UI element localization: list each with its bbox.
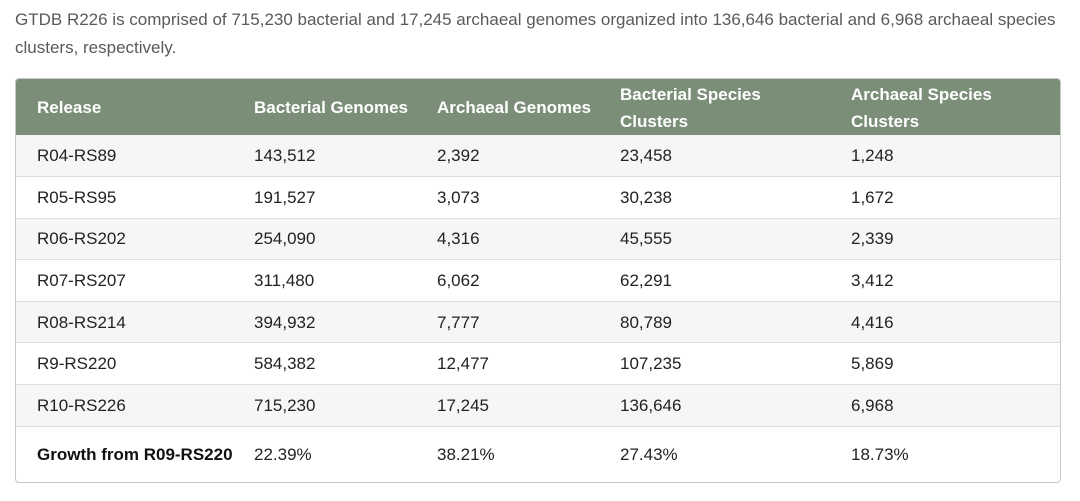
cell-bacterial-species-clusters: 136,646 <box>620 395 682 415</box>
table-row: R9-RS220 584,382 12,477 107,235 5,869 <box>16 342 1060 385</box>
cell-archaeal-genomes: 12,477 <box>437 354 489 374</box>
table-body: R04-RS89 143,512 2,392 23,458 1,248 R05-RS95 1… <box>16 135 1060 482</box>
cell-release: R9-RS220 <box>37 354 117 374</box>
table-row: R06-RS202 254,090 4,316 45,555 2,339 <box>16 218 1060 260</box>
cell-bacterial-species-clusters: 30,238 <box>620 187 672 207</box>
growth-cell-archaeal-genomes: 38.21% <box>437 444 495 464</box>
release-statistics-table: Release Bacterial Genomes Archaeal Genom… <box>15 78 1061 484</box>
cell-release: R10-RS226 <box>37 395 126 415</box>
table-header: Release Bacterial Genomes Archaeal Genom… <box>16 79 1060 135</box>
cell-archaeal-species-clusters: 3,412 <box>851 271 894 291</box>
cell-archaeal-genomes: 7,777 <box>437 312 480 332</box>
header-row: Release Bacterial Genomes Archaeal Genom… <box>16 79 1060 135</box>
table-row: R04-RS89 143,512 2,392 23,458 1,248 <box>16 135 1060 177</box>
header-release: Release <box>37 97 102 117</box>
cell-bacterial-genomes: 584,382 <box>254 354 316 374</box>
cell-bacterial-genomes: 715,230 <box>254 395 316 415</box>
cell-release: R07-RS207 <box>37 271 126 291</box>
cell-archaeal-species-clusters: 6,968 <box>851 395 894 415</box>
cell-bacterial-species-clusters: 107,235 <box>620 354 682 374</box>
cell-release: R05-RS95 <box>37 187 117 207</box>
header-archaeal-species-clusters: Archaeal Species Clusters <box>851 84 992 131</box>
cell-bacterial-genomes: 191,527 <box>254 187 316 207</box>
growth-cell-release: Growth from R09-RS220 <box>37 444 233 464</box>
cell-release: R08-RS214 <box>37 312 126 332</box>
cell-bacterial-species-clusters: 62,291 <box>620 271 672 291</box>
cell-bacterial-species-clusters: 45,555 <box>620 229 672 249</box>
cell-archaeal-genomes: 2,392 <box>437 146 480 166</box>
header-archaeal-genomes: Archaeal Genomes <box>437 98 592 117</box>
cell-archaeal-species-clusters: 5,869 <box>851 354 894 374</box>
cell-bacterial-genomes: 311,480 <box>254 271 315 291</box>
cell-release: R04-RS89 <box>37 146 117 166</box>
cell-bacterial-species-clusters: 80,789 <box>620 312 672 332</box>
cell-archaeal-species-clusters: 2,339 <box>851 229 894 249</box>
header-bacterial-genomes: Bacterial Genomes <box>254 98 409 117</box>
header-bacterial-species-clusters: Bacterial Species Clusters <box>620 84 761 131</box>
table-row: R10-RS226 715,230 17,245 136,646 6,968 <box>16 384 1060 427</box>
cell-archaeal-genomes: 3,073 <box>437 187 480 207</box>
growth-row: Growth from R09-RS220 22.39% 38.21% 27.43% 1… <box>16 426 1060 482</box>
cell-archaeal-species-clusters: 1,248 <box>851 146 894 166</box>
growth-cell-archaeal-species-clusters: 18.73% <box>851 444 909 464</box>
cell-archaeal-species-clusters: 4,416 <box>851 312 894 332</box>
cell-bacterial-species-clusters: 23,458 <box>620 146 672 166</box>
table-row: R07-RS207 311,480 6,062 62,291 3,412 <box>16 259 1060 302</box>
cell-release: R06-RS202 <box>37 229 126 249</box>
cell-bacterial-genomes: 254,090 <box>254 229 316 249</box>
table-row: R08-RS214 394,932 7,777 80,789 4,416 <box>16 301 1060 343</box>
cell-archaeal-species-clusters: 1,672 <box>851 187 894 207</box>
intro-paragraph: GTDB R226 is comprised of 715,230 bacter… <box>15 10 1056 57</box>
table-row: R05-RS95 191,527 3,073 30,238 1,672 <box>16 176 1060 219</box>
cell-archaeal-genomes: 6,062 <box>437 271 480 291</box>
cell-bacterial-genomes: 143,512 <box>254 146 316 166</box>
cell-archaeal-genomes: 17,245 <box>437 395 489 415</box>
cell-bacterial-genomes: 394,932 <box>254 312 316 332</box>
growth-cell-bacterial-species-clusters: 27.43% <box>620 444 678 464</box>
growth-cell-bacterial-genomes: 22.39% <box>254 444 312 464</box>
cell-archaeal-genomes: 4,316 <box>437 229 480 249</box>
